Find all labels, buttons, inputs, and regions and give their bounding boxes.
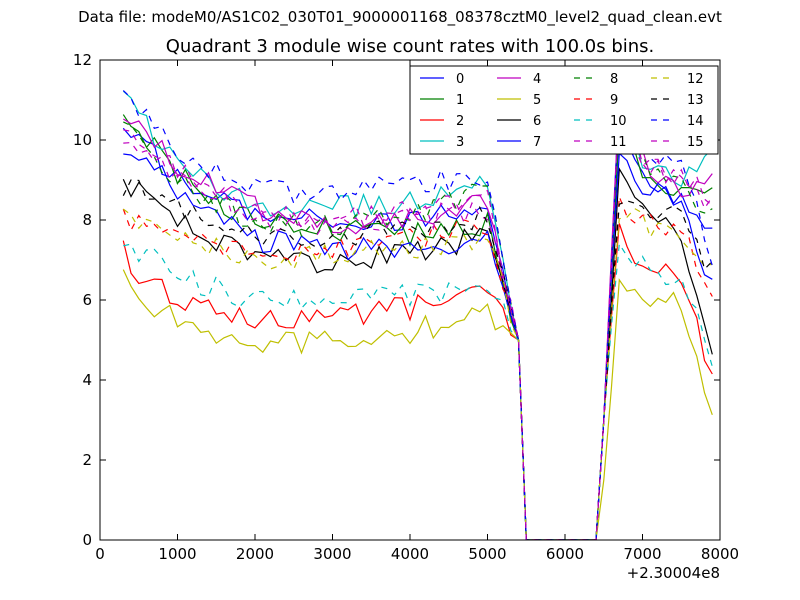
series-lines xyxy=(122,90,713,540)
legend-label-6: 6 xyxy=(533,114,541,129)
x-tick-label: 3000 xyxy=(313,545,351,563)
chart-title: Quadrant 3 module wise count rates with … xyxy=(165,36,655,57)
x-tick-label: 2000 xyxy=(236,545,274,563)
y-tick-label: 2 xyxy=(82,451,92,469)
figure-suptitle: Data file: modeM0/AS1C02_030T01_90000011… xyxy=(78,8,722,26)
y-tick-label: 4 xyxy=(82,371,92,389)
series-line-5 xyxy=(122,269,713,540)
series-line-6 xyxy=(122,166,713,540)
x-tick-label: 6000 xyxy=(546,545,584,563)
y-tick-label: 0 xyxy=(82,531,92,549)
legend-label-9: 9 xyxy=(610,93,618,108)
y-tick-label: 12 xyxy=(73,51,92,69)
series-line-8 xyxy=(123,118,713,540)
series-line-1 xyxy=(122,114,713,540)
legend-label-8: 8 xyxy=(610,72,618,87)
legend-label-2: 2 xyxy=(456,114,464,129)
y-tick-label: 10 xyxy=(73,131,92,149)
series-line-15 xyxy=(123,105,713,540)
series-line-10 xyxy=(123,241,713,540)
x-tick-label: 1000 xyxy=(158,545,196,563)
y-tick-label: 6 xyxy=(82,291,92,309)
legend-label-1: 1 xyxy=(456,93,464,108)
series-line-2 xyxy=(122,223,713,540)
axis-ticks: 0 1000 2000 3000 4000 5000 6000 7000 80000246810… xyxy=(73,51,739,582)
legend-label-3: 3 xyxy=(456,135,464,150)
series-line-13 xyxy=(122,179,713,540)
legend-label-5: 5 xyxy=(533,93,541,108)
legend-label-15: 15 xyxy=(687,135,704,150)
legend-label-4: 4 xyxy=(533,72,541,87)
x-tick-label: 5000 xyxy=(468,545,506,563)
legend-label-10: 10 xyxy=(610,114,627,129)
legend-label-7: 7 xyxy=(533,135,541,150)
x-tick-label: 4000 xyxy=(391,545,429,563)
x-tick-label: 7000 xyxy=(623,545,661,563)
series-line-7 xyxy=(123,152,713,540)
x-tick-label: 0 xyxy=(95,545,105,563)
y-tick-label: 8 xyxy=(82,211,92,229)
series-line-4 xyxy=(122,96,713,540)
series-line-11 xyxy=(123,94,713,540)
legend-label-13: 13 xyxy=(687,93,704,108)
legend-label-11: 11 xyxy=(610,135,627,150)
legend-label-14: 14 xyxy=(687,114,704,129)
series-line-0 xyxy=(122,127,713,540)
series-line-12 xyxy=(122,207,713,540)
x-tick-label: 8000 xyxy=(701,545,739,563)
legend-box xyxy=(409,65,719,155)
legend-label-0: 0 xyxy=(456,72,464,87)
legend-label-12: 12 xyxy=(687,72,704,87)
x-offset-label: +2.30004e8 xyxy=(627,564,720,582)
